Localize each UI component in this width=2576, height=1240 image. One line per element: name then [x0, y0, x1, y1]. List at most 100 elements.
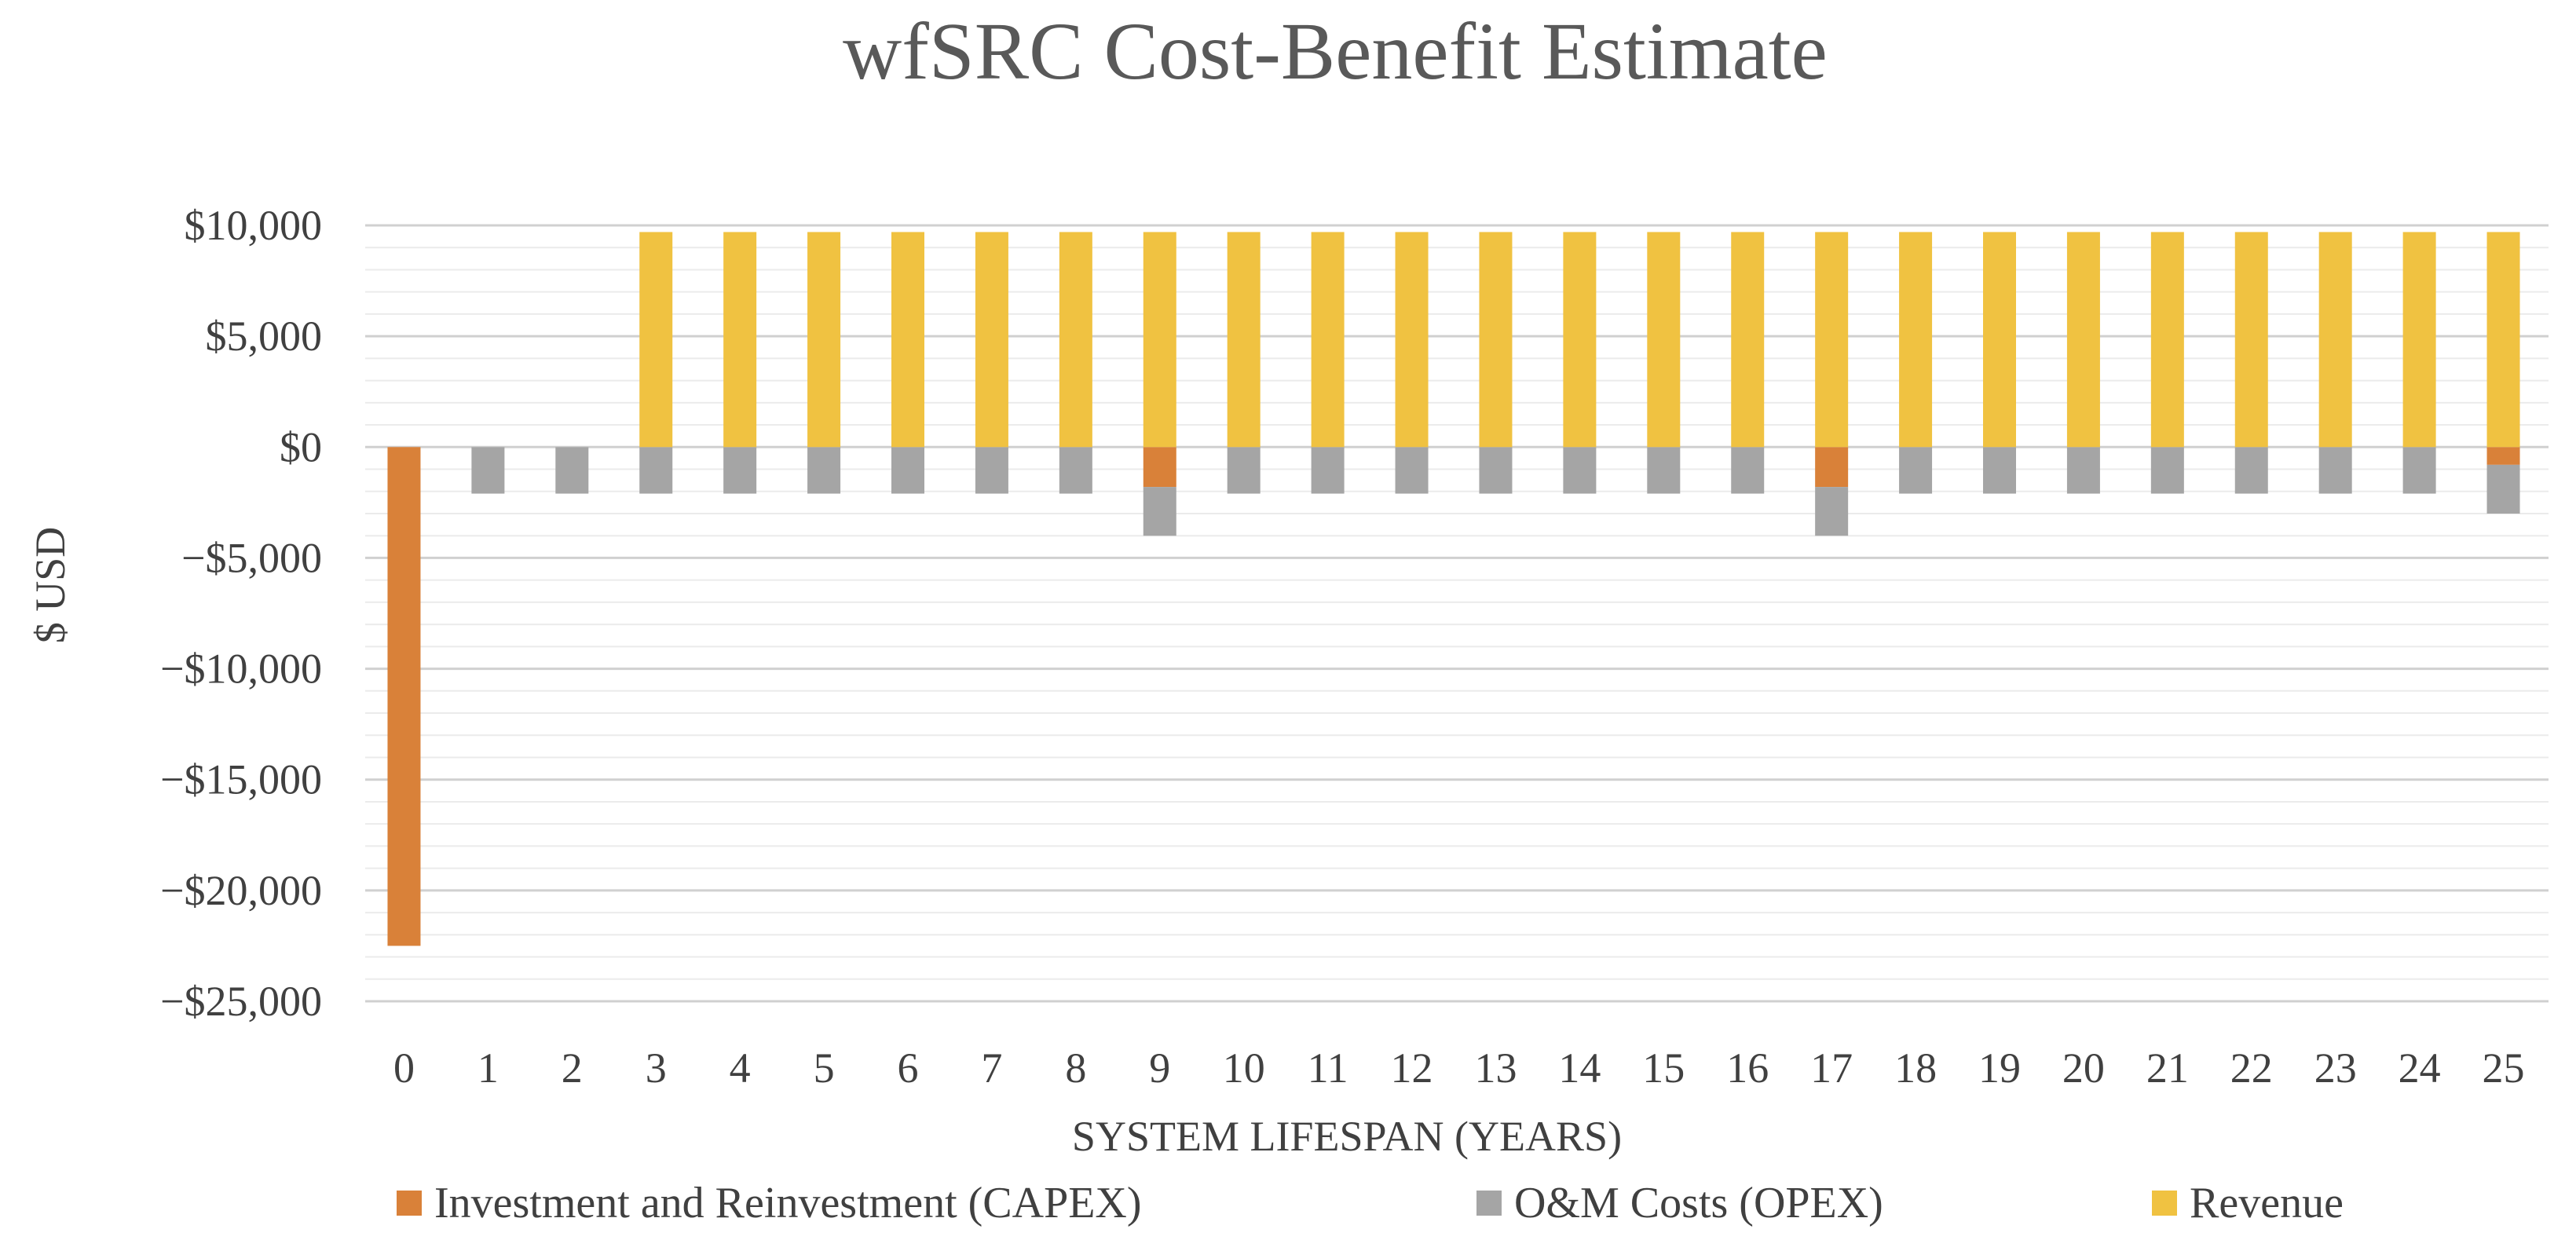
- bar-opex-year-25: [2486, 464, 2520, 514]
- x-tick-label: 6: [898, 1044, 919, 1092]
- bar-opex-year-19: [1983, 447, 2016, 494]
- x-tick-label: 11: [1308, 1044, 1348, 1092]
- x-tick-label: 14: [1558, 1044, 1601, 1092]
- bar-revenue-year-9: [1143, 232, 1176, 448]
- bar-opex-year-2: [555, 447, 589, 494]
- x-tick-label: 22: [2230, 1044, 2273, 1092]
- x-tick-label: 23: [2314, 1044, 2357, 1092]
- bar-opex-year-21: [2150, 447, 2184, 494]
- y-tick-label: $10,000: [185, 202, 323, 249]
- bar-revenue-year-8: [1059, 232, 1092, 448]
- x-tick-label: 3: [646, 1044, 667, 1092]
- bar-revenue-year-11: [1311, 232, 1345, 448]
- x-tick-label: 13: [1474, 1044, 1517, 1092]
- bar-revenue-year-20: [2066, 232, 2100, 448]
- legend-label-revenue: Revenue: [2190, 1179, 2344, 1227]
- bar-opex-year-5: [807, 447, 841, 494]
- x-tick-label: 15: [1642, 1044, 1685, 1092]
- x-tick-label: 5: [814, 1044, 835, 1092]
- bar-opex-year-6: [891, 447, 924, 494]
- bar-revenue-year-6: [891, 232, 924, 448]
- y-axis-label: $ USD: [27, 527, 74, 644]
- x-tick-label: 9: [1149, 1044, 1170, 1092]
- y-tick-label: −$15,000: [160, 756, 322, 803]
- bar-opex-year-22: [2234, 447, 2268, 494]
- bar-opex-year-1: [471, 447, 505, 494]
- x-tick-label: 20: [2062, 1044, 2105, 1092]
- x-tick-label: 1: [478, 1044, 499, 1092]
- y-tick-label: −$25,000: [160, 978, 322, 1025]
- bar-revenue-year-22: [2234, 232, 2268, 448]
- bar-revenue-year-21: [2150, 232, 2184, 448]
- legend-swatch-capex: [397, 1191, 422, 1216]
- x-tick-label: 17: [1810, 1044, 1853, 1092]
- x-axis-label: SYSTEM LIFESPAN (YEARS): [1072, 1113, 1622, 1160]
- bar-opex-year-9: [1143, 487, 1176, 536]
- bar-opex-year-11: [1311, 447, 1345, 494]
- bar-opex-year-13: [1479, 447, 1513, 494]
- bar-revenue-year-19: [1983, 232, 2016, 448]
- bar-revenue-year-12: [1395, 232, 1429, 448]
- bar-opex-year-12: [1395, 447, 1429, 494]
- bar-opex-year-14: [1563, 447, 1597, 494]
- bar-opex-year-18: [1899, 447, 1933, 494]
- bar-capex-year-25: [2486, 447, 2520, 465]
- bar-revenue-year-17: [1815, 232, 1849, 448]
- x-tick-label: 0: [393, 1044, 415, 1092]
- x-tick-label: 7: [981, 1044, 1002, 1092]
- bar-revenue-year-23: [2318, 232, 2352, 448]
- x-tick-label: 19: [1978, 1044, 2021, 1092]
- bar-capex-year-9: [1143, 447, 1176, 488]
- bar-revenue-year-3: [639, 232, 673, 448]
- bar-revenue-year-15: [1647, 232, 1681, 448]
- y-tick-label: −$20,000: [160, 867, 322, 914]
- bars: [387, 232, 2520, 946]
- gridlines: [365, 224, 2549, 1003]
- x-tick-label: 10: [1223, 1044, 1265, 1092]
- bar-capex-year-17: [1815, 447, 1849, 488]
- x-tick-label: 21: [2146, 1044, 2189, 1092]
- x-tick-label: 16: [1726, 1044, 1769, 1092]
- y-tick-label: $0: [280, 423, 322, 470]
- bar-revenue-year-25: [2486, 232, 2520, 448]
- bar-opex-year-15: [1647, 447, 1681, 494]
- x-axis-ticks: 0 1 2 3 4 5 6 7 8 9 10 11 12 13 14 15 16 17 18 19 20 21 22 23 24…: [393, 1044, 2525, 1092]
- bar-opex-year-24: [2402, 447, 2436, 494]
- bar-revenue-year-4: [723, 232, 757, 448]
- legend-swatch-opex: [1476, 1191, 1502, 1216]
- y-axis-ticks: $10,000 $5,000 $0 −$5,000 −$10,000 −$15,000 −$…: [160, 202, 322, 1025]
- bar-revenue-year-18: [1899, 232, 1933, 448]
- legend: Investment and Reinvestment (CAPEX) O&M C…: [397, 1179, 2344, 1227]
- bar-revenue-year-16: [1731, 232, 1765, 448]
- bar-revenue-year-14: [1563, 232, 1597, 448]
- x-tick-label: 2: [562, 1044, 583, 1092]
- bar-revenue-year-13: [1479, 232, 1513, 448]
- x-tick-label: 4: [730, 1044, 751, 1092]
- bar-opex-year-4: [723, 447, 757, 494]
- bar-opex-year-16: [1731, 447, 1765, 494]
- bar-opex-year-3: [639, 447, 673, 494]
- y-tick-label: −$10,000: [160, 646, 322, 693]
- bar-opex-year-23: [2318, 447, 2352, 494]
- bar-opex-year-10: [1227, 447, 1261, 494]
- x-tick-label: 12: [1391, 1044, 1433, 1092]
- bar-revenue-year-5: [807, 232, 841, 448]
- bar-opex-year-20: [2066, 447, 2100, 494]
- legend-swatch-revenue: [2152, 1191, 2177, 1216]
- bar-revenue-year-24: [2402, 232, 2436, 448]
- x-tick-label: 24: [2399, 1044, 2441, 1092]
- legend-label-opex: O&M Costs (OPEX): [1514, 1179, 1883, 1227]
- x-tick-label: 25: [2483, 1044, 2525, 1092]
- x-tick-label: 18: [1894, 1044, 1937, 1092]
- x-tick-label: 8: [1065, 1044, 1086, 1092]
- bar-opex-year-7: [975, 447, 1008, 494]
- legend-label-capex: Investment and Reinvestment (CAPEX): [434, 1179, 1142, 1227]
- chart-title: wfSRC Cost-Benefit Estimate: [843, 6, 1828, 97]
- bar-opex-year-8: [1059, 447, 1092, 494]
- y-tick-label: −$5,000: [181, 534, 322, 581]
- bar-opex-year-17: [1815, 487, 1849, 536]
- bar-revenue-year-7: [975, 232, 1008, 448]
- bar-capex-year-0: [387, 447, 421, 946]
